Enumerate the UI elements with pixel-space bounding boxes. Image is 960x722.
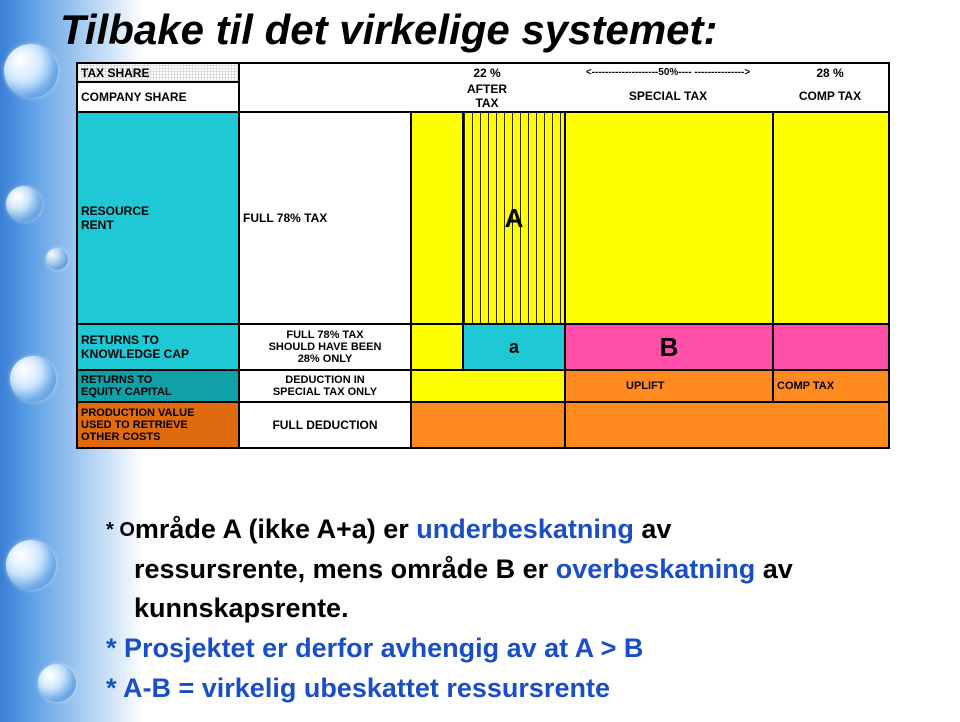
bubble-decor [10,356,56,402]
label-line: SPECIAL TAX ONLY [273,386,377,398]
production-value-label: PRODUCTION VALUE USED TO RETRIEVE OTHER … [78,403,238,447]
bullet-1-p2: mråde A (ikke A+a) er [135,514,416,544]
label-line: SHOULD HAVE BEEN [269,341,382,353]
region-A: A [462,113,564,323]
diagram-header-row-1: TAX SHARE 22 % <--------------------50%-… [78,64,888,81]
slide-root: Tilbake til det virkelige systemet: TAX … [0,0,960,722]
uplift-block: UPLIFT [564,371,772,401]
after-tax-header: AFTER TAX [410,81,564,111]
bullet-5: * A-B = virkelig ubeskattet ressursrente [106,671,926,707]
bullet-2-p3: av [755,554,793,584]
bullet-1: * Område A (ikke A+a) er underbeskatning… [106,512,926,548]
label-line: USED TO RETRIEVE [81,419,235,431]
bubble-decor [46,248,68,270]
yellow-block-b [564,113,772,323]
yellow-block-equity [410,371,564,401]
tax-share-label: TAX SHARE [78,64,238,81]
bubble-decor [6,186,42,222]
label-line: 28% ONLY [298,353,353,365]
bubble-decor [6,540,56,590]
orange-block-prod-a [410,403,564,447]
bullet-1-p4: av [634,514,672,544]
empty-cell [238,64,410,81]
production-value-row: PRODUCTION VALUE USED TO RETRIEVE OTHER … [78,401,888,447]
knowledge-cap-row: RETURNS TO KNOWLEDGE CAP FULL 78% TAX SH… [78,323,888,369]
letter-a-small: a [509,337,519,358]
region-a-small: a [462,325,564,369]
region-B: B [564,325,772,369]
comp-tax-header: COMP TAX [772,81,888,111]
bullet-text: * Område A (ikke A+a) er underbeskatning… [106,512,926,710]
deduction-special-label: DEDUCTION IN SPECIAL TAX ONLY [238,371,410,401]
bullet-2-p2: overbeskatning [556,554,756,584]
letter-B: B [660,332,679,363]
label-line: RENT [81,218,235,232]
yellow-block-a [410,113,462,323]
comp-tax-block: COMP TAX [772,371,888,401]
resource-rent-row: RESOURCE RENT FULL 78% TAX A [78,111,888,323]
special-tax-header: SPECIAL TAX [564,81,772,111]
tax-label: TAX [475,96,498,110]
bubble-decor [38,664,76,702]
bullet-2: ressursrente, mens område B er overbeska… [106,552,926,588]
company-share-label: COMPANY SHARE [78,81,238,111]
pct-28: 28 % [772,64,888,81]
bullet-1-p3: underbeskatning [416,514,634,544]
label-line: DEDUCTION IN [285,374,364,386]
label-line: EQUITY CAPITAL [81,386,235,398]
label-line: FULL 78% TAX [286,329,363,341]
label-line: PRODUCTION VALUE [81,407,235,419]
pct-50-arrows: <--------------------50%---- -----------… [564,64,772,81]
label-line: RETURNS TO [81,374,235,386]
knowledge-cap-label: RETURNS TO KNOWLEDGE CAP [78,325,238,369]
yellow-block-c [772,113,888,323]
empty-cell [238,81,410,111]
label-line: RETURNS TO [81,333,235,347]
full-78-tax-label: FULL 78% TAX [238,113,410,323]
pct-22: 22 % [410,64,564,81]
equity-capital-label: RETURNS TO EQUITY CAPITAL [78,371,238,401]
bullet-2-p1: ressursrente, mens område B er [134,554,556,584]
bubble-decor [4,44,58,98]
magenta-block-b [772,325,888,369]
after-label: AFTER [467,82,507,96]
bullet-1-p1: * O [106,519,135,541]
slide-title: Tilbake til det virkelige systemet: [60,6,718,54]
bullet-4: * Prosjektet er derfor avhengig av at A … [106,631,926,667]
yellow-block-know [410,325,462,369]
diagram-header-row-2: COMPANY SHARE AFTER TAX SPECIAL TAX COMP… [78,81,888,111]
label-line: KNOWLEDGE CAP [81,347,235,361]
label-line: OTHER COSTS [81,431,235,443]
should-have-been-label: FULL 78% TAX SHOULD HAVE BEEN 28% ONLY [238,325,410,369]
tax-diagram: TAX SHARE 22 % <--------------------50%-… [76,62,890,449]
equity-capital-row: RETURNS TO EQUITY CAPITAL DEDUCTION IN S… [78,369,888,401]
orange-block-prod-b [564,403,888,447]
full-deduction-label: FULL DEDUCTION [238,403,410,447]
label-line: RESOURCE [81,204,235,218]
bullet-3: kunnskapsrente. [106,591,926,627]
letter-A: A [505,203,524,234]
resource-rent-label: RESOURCE RENT [78,113,238,323]
